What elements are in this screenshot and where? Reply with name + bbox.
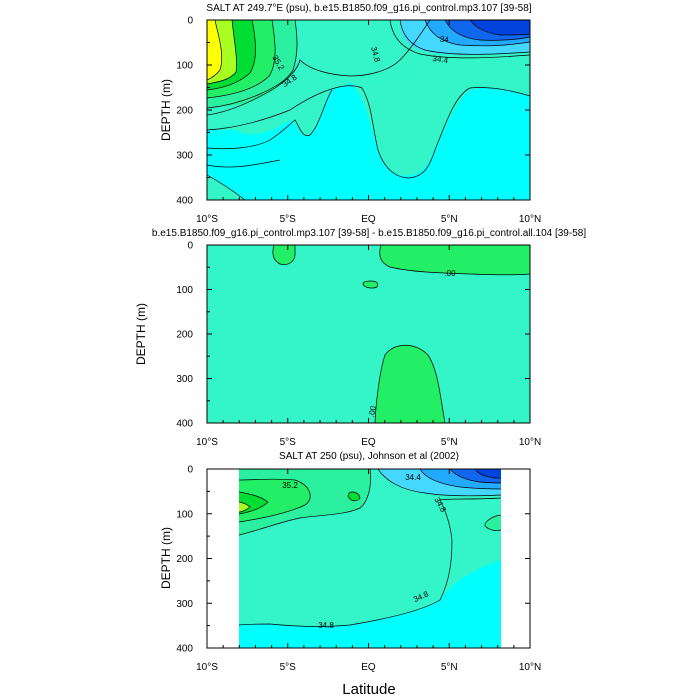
y-tick-label: 100 xyxy=(176,285,193,296)
y-tick-label: 200 xyxy=(176,554,193,565)
panel-3-ticks: 10°S 5°S EQ 5°N 10°N 0 100 200 300 400 xyxy=(176,465,541,674)
panel-3-title: SALT AT 250 (psu), Johnson et al (2002) xyxy=(279,451,459,462)
panel-1-contour-3 xyxy=(207,20,256,91)
panel-1-contour-8 xyxy=(207,89,333,150)
panel-3-contour-8 xyxy=(449,469,501,484)
y-tick-label: 400 xyxy=(176,419,193,430)
panel-1-contour-10 xyxy=(207,174,246,200)
x-tick-label: 10°N xyxy=(519,662,541,673)
panel-1-region-teal-right xyxy=(350,20,530,176)
x-tick-label: EQ xyxy=(361,214,376,225)
panel-1-contour-5 xyxy=(207,20,298,109)
panel-3-contour-7 xyxy=(419,469,501,490)
panel-1-contour-4 xyxy=(207,20,276,99)
panel-3-region-green xyxy=(239,479,311,522)
x-tick-label: 5°N xyxy=(441,662,458,673)
panel-2-contour-label-1: .00 xyxy=(444,269,456,278)
panel-1-contour-15 xyxy=(469,20,530,36)
panel-1-contour-label-3: 34.8 xyxy=(369,46,382,64)
panel-3-contour-10 xyxy=(239,497,501,627)
panel-3-contour-3 xyxy=(239,478,311,523)
panel-2-ticks: 10°S 5°S EQ 5°N 10°N 0 100 200 300 400 xyxy=(176,241,541,449)
y-tick-label: 0 xyxy=(187,465,193,476)
panel-2-region-blob xyxy=(363,281,378,288)
panel-3-region-right-blob xyxy=(484,515,501,531)
y-tick-label: 0 xyxy=(187,241,193,252)
panel-1-contour-2 xyxy=(207,20,237,85)
y-tick-label: 300 xyxy=(176,374,193,385)
x-tick-label: 10°S xyxy=(196,214,218,225)
panel-3-contour-label-5: 34.8 xyxy=(318,621,334,630)
panel-2-region-bottom xyxy=(375,345,445,423)
x-tick-label: 10°N xyxy=(519,437,541,448)
panel-1-contour-11 xyxy=(389,20,530,59)
panel-2: b.e15.B1850.f09_g16.pi_control.mp3.107 [… xyxy=(134,228,586,448)
panel-1-contour-1 xyxy=(207,20,223,81)
panel-2-contour-2 xyxy=(272,245,296,265)
panel-2-region-bump-left xyxy=(272,245,296,265)
panel-2-contour-1 xyxy=(379,245,530,276)
panel-3-contour-1 xyxy=(239,501,251,513)
panel-1-fill xyxy=(207,20,530,200)
panel-1-contour-label-4: 34.4 xyxy=(432,54,449,65)
panel-1-contour-6 xyxy=(207,20,431,116)
x-tick-label: 5°N xyxy=(441,437,458,448)
panel-2-background-fill xyxy=(207,245,530,423)
x-tick-label: EQ xyxy=(361,662,376,673)
y-tick-label: 100 xyxy=(176,61,193,72)
panel-1-contour-13 xyxy=(424,20,530,47)
panel-3-contour-4 xyxy=(347,491,361,502)
y-tick-label: 200 xyxy=(176,330,193,341)
panel-2-contour-4 xyxy=(374,344,446,423)
x-tick-label: 5°N xyxy=(441,214,458,225)
panel-1-region-lower-left xyxy=(207,175,245,200)
panel-3-contour-label-2: 34.4 xyxy=(405,473,421,482)
panel-2-title: b.e15.B1850.f09_g16.pi_control.mp3.107 [… xyxy=(152,228,586,239)
y-tick-label: 300 xyxy=(176,599,193,610)
y-tick-label: 400 xyxy=(176,644,193,655)
x-tick-label: EQ xyxy=(361,437,376,448)
x-tick-label: 5°S xyxy=(280,437,297,448)
panel-1-contour-9 xyxy=(207,159,281,168)
panel-2-fill xyxy=(207,245,530,423)
panel-1-ylabel: DEPTH (m) xyxy=(159,79,173,141)
panel-3-region-blob xyxy=(348,492,360,501)
panel-1-region-teal-left xyxy=(207,81,350,137)
panel-2-contour-label-2: .00 xyxy=(367,405,378,418)
y-tick-label: 200 xyxy=(176,106,193,117)
y-tick-label: 100 xyxy=(176,509,193,520)
panel-3-contour-2 xyxy=(239,491,269,515)
x-axis-label: Latitude xyxy=(342,681,395,698)
y-tick-label: 300 xyxy=(176,151,193,162)
panel-2-region-upper-right xyxy=(379,245,530,275)
panel-1-title: SALT AT 249.7°E (psu), b.e15.B1850.f09_g… xyxy=(206,3,531,14)
panel-1-ticks: 10°S 5°S EQ 5°N 10°N 0 100 200 300 400 xyxy=(176,16,541,226)
panel-3-contour-9 xyxy=(474,469,501,479)
panel-1-region-blue-deep xyxy=(470,20,530,35)
panel-1-contour-7 xyxy=(207,85,530,179)
x-tick-label: 10°S xyxy=(196,662,218,673)
panel-3-contour-5 xyxy=(239,469,372,536)
panel-3-contour-11 xyxy=(484,514,501,531)
panel-3-contour-label-1: 35.2 xyxy=(282,481,298,490)
panel-3-contour-6 xyxy=(377,469,501,497)
panel-2-contour-3 xyxy=(362,280,378,289)
x-tick-label: 10°S xyxy=(196,437,218,448)
x-tick-label: 10°N xyxy=(519,214,541,225)
panel-3-fill xyxy=(239,469,501,648)
y-tick-label: 0 xyxy=(187,16,193,27)
panel-3: SALT AT 250 (psu), Johnson et al (2002) xyxy=(159,451,541,673)
panel-3-ylabel: DEPTH (m) xyxy=(159,527,173,589)
panel-3-region-lime xyxy=(239,502,250,512)
panel-1-contour-label-5: 34 xyxy=(439,35,449,45)
panel-1-contour-12 xyxy=(399,20,530,55)
panel-3-region-blue-deep xyxy=(475,469,501,478)
x-tick-label: 5°S xyxy=(280,662,297,673)
x-tick-label: 5°S xyxy=(280,214,297,225)
panel-2-ylabel: DEPTH (m) xyxy=(134,303,148,365)
panel-1: SALT AT 249.7°E (psu), b.e15.B1850.f09_g… xyxy=(159,3,541,225)
y-tick-label: 400 xyxy=(176,196,193,207)
panel-1-contour-14 xyxy=(444,20,530,41)
